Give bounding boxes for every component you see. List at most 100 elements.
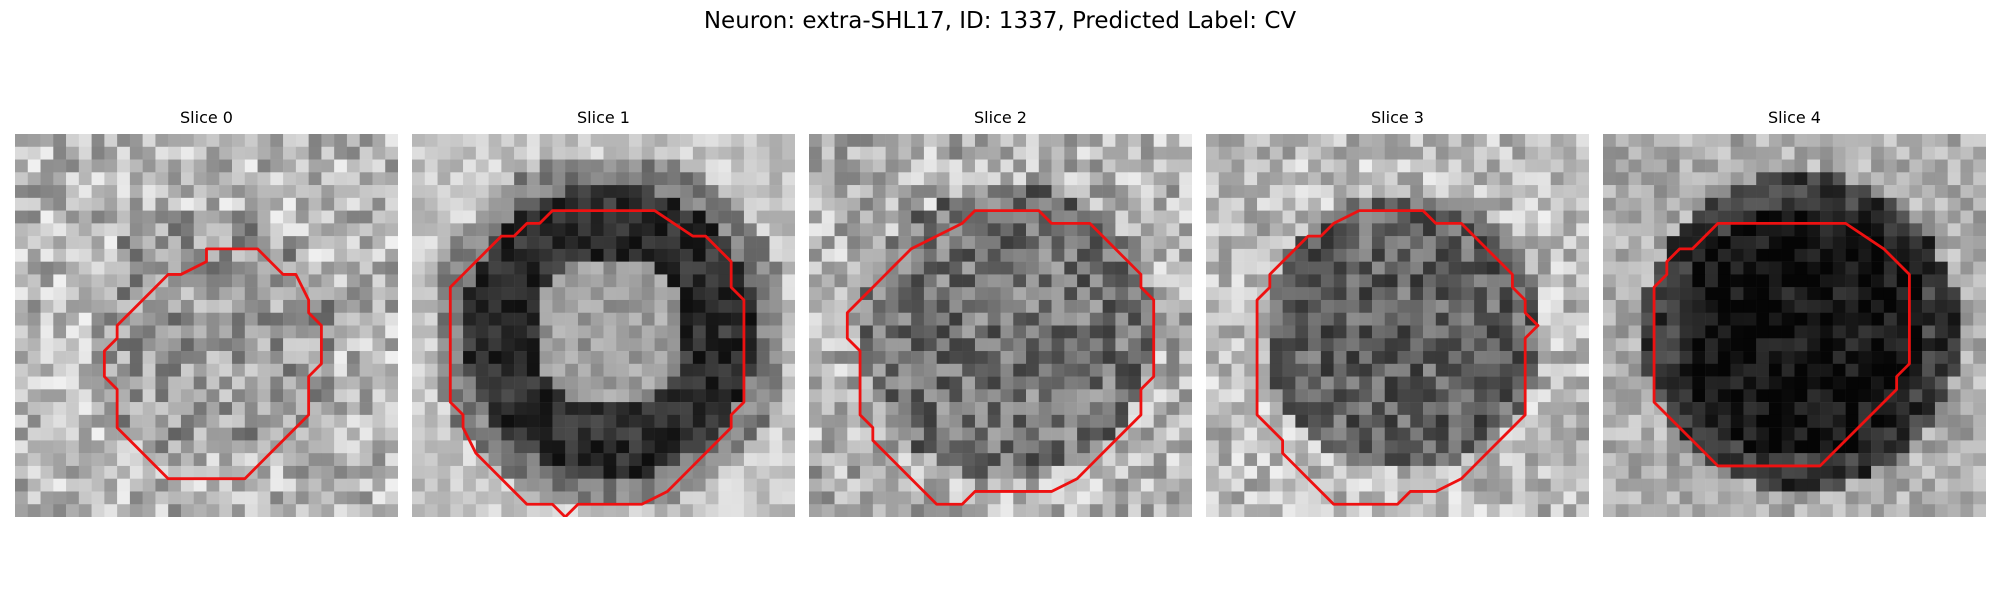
pixel bbox=[1499, 197, 1513, 211]
pixel bbox=[232, 261, 246, 275]
pixel bbox=[590, 453, 604, 467]
pixel bbox=[1474, 504, 1488, 517]
pixel bbox=[526, 236, 540, 250]
pixel bbox=[1410, 223, 1424, 237]
pixel bbox=[437, 261, 451, 275]
pixel bbox=[1026, 402, 1040, 416]
pixel bbox=[27, 440, 41, 454]
pixel bbox=[1206, 504, 1220, 517]
pixel bbox=[809, 248, 823, 262]
pixel bbox=[1576, 478, 1589, 492]
pixel bbox=[1845, 287, 1859, 301]
pixel bbox=[155, 504, 169, 517]
pixel bbox=[1038, 172, 1052, 186]
pixel bbox=[372, 197, 386, 211]
pixel bbox=[1832, 248, 1846, 262]
pixel bbox=[1461, 478, 1475, 492]
pixel bbox=[40, 248, 54, 262]
pixel bbox=[987, 261, 1001, 275]
pixel bbox=[1206, 325, 1220, 339]
pixel bbox=[1768, 185, 1782, 199]
pixel bbox=[769, 402, 783, 416]
pixel bbox=[257, 504, 271, 517]
pixel bbox=[1320, 402, 1334, 416]
pixel bbox=[1308, 338, 1322, 352]
pixel bbox=[847, 376, 861, 390]
pixel bbox=[1128, 236, 1142, 250]
pixel bbox=[847, 363, 861, 377]
pixel bbox=[40, 414, 54, 428]
pixel bbox=[1934, 453, 1948, 467]
pixel bbox=[603, 134, 617, 148]
pixel bbox=[1781, 312, 1795, 326]
pixel bbox=[1166, 414, 1180, 428]
pixel bbox=[629, 338, 643, 352]
pixel bbox=[1550, 223, 1564, 237]
pixel bbox=[346, 338, 360, 352]
pixel bbox=[1934, 172, 1948, 186]
pixel bbox=[974, 287, 988, 301]
pixel bbox=[565, 389, 579, 403]
pixel bbox=[821, 402, 835, 416]
pixel bbox=[872, 197, 886, 211]
pixel bbox=[923, 414, 937, 428]
pixel bbox=[142, 402, 156, 416]
pixel bbox=[1128, 159, 1142, 173]
pixel bbox=[168, 465, 182, 479]
pixel bbox=[1166, 363, 1180, 377]
pixel bbox=[206, 312, 220, 326]
pixel bbox=[129, 363, 143, 377]
pixel bbox=[949, 236, 963, 250]
pixel bbox=[1973, 453, 1986, 467]
pixel bbox=[104, 261, 118, 275]
pixel bbox=[1563, 440, 1577, 454]
pixel bbox=[129, 376, 143, 390]
pixel bbox=[1153, 465, 1167, 479]
pixel bbox=[692, 299, 706, 313]
pixel bbox=[629, 363, 643, 377]
pixel bbox=[1115, 402, 1129, 416]
pixel bbox=[552, 427, 566, 441]
pixel bbox=[1768, 376, 1782, 390]
pixel bbox=[1026, 210, 1040, 224]
pixel bbox=[129, 274, 143, 288]
pixel bbox=[1218, 146, 1232, 160]
pixel bbox=[359, 478, 373, 492]
pixel bbox=[616, 402, 630, 416]
pixel bbox=[1244, 248, 1258, 262]
pixel bbox=[501, 287, 515, 301]
pixel bbox=[731, 453, 745, 467]
pixel bbox=[1448, 491, 1462, 505]
pixel bbox=[129, 248, 143, 262]
pixel bbox=[206, 287, 220, 301]
pixel bbox=[1730, 389, 1744, 403]
pixel bbox=[1768, 402, 1782, 416]
pixel bbox=[1768, 440, 1782, 454]
pixel bbox=[117, 287, 131, 301]
pixel bbox=[78, 172, 92, 186]
pixel bbox=[821, 248, 835, 262]
pixel bbox=[1308, 146, 1322, 160]
pixel bbox=[603, 185, 617, 199]
pixel bbox=[1269, 172, 1283, 186]
pixel bbox=[488, 172, 502, 186]
pixel bbox=[987, 134, 1001, 148]
pixel bbox=[1179, 236, 1192, 250]
pixel bbox=[1410, 440, 1424, 454]
pixel bbox=[257, 134, 271, 148]
pixel bbox=[936, 427, 950, 441]
pixel bbox=[206, 440, 220, 454]
pixel bbox=[1384, 197, 1398, 211]
pixel bbox=[1871, 389, 1885, 403]
pixel bbox=[1359, 159, 1373, 173]
pixel bbox=[1499, 453, 1513, 467]
pixel bbox=[15, 504, 29, 517]
pixel bbox=[1423, 223, 1437, 237]
pixel bbox=[1269, 236, 1283, 250]
pixel bbox=[372, 325, 386, 339]
pixel bbox=[1013, 453, 1027, 467]
pixel bbox=[15, 402, 29, 416]
pixel bbox=[206, 363, 220, 377]
pixel bbox=[1013, 248, 1027, 262]
pixel bbox=[1218, 248, 1232, 262]
